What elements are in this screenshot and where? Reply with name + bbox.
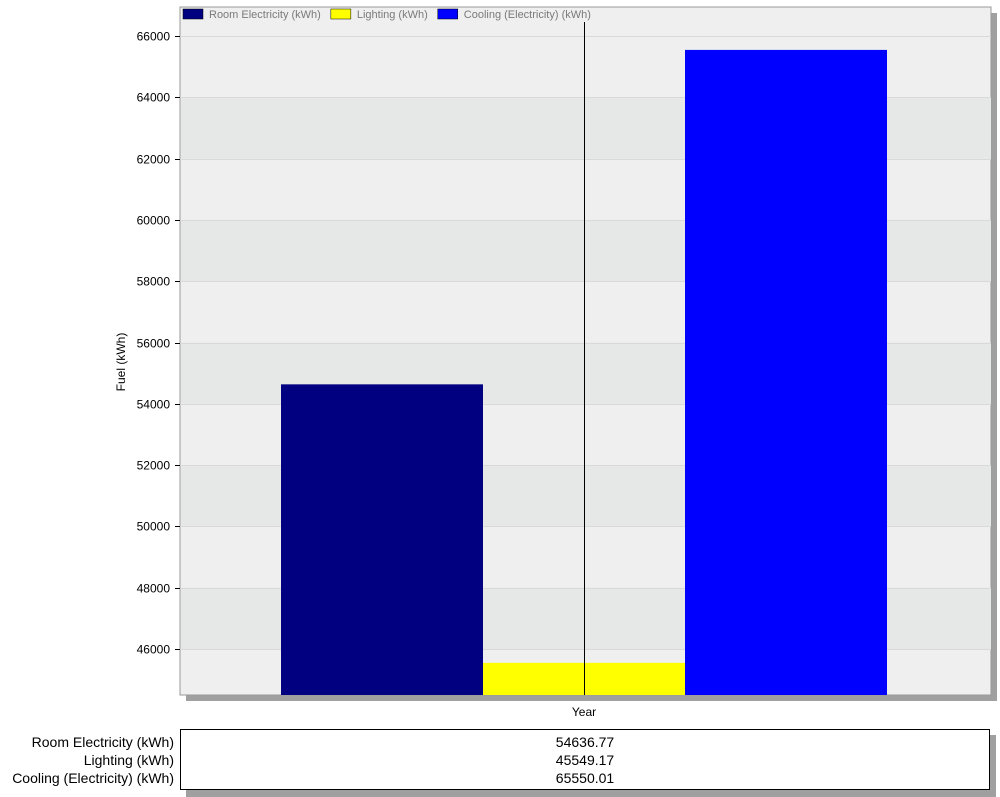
legend[interactable]: Room Electricity (kWh) Lighting (kWh) Cool… — [182, 8, 591, 21]
table-frame — [180, 729, 990, 790]
y-tick-label: 48000 — [137, 582, 171, 596]
bar-1 — [281, 384, 483, 695]
y-axis-label: Fuel (kWh) — [114, 333, 128, 392]
table-row-value: 65550.01 — [555, 770, 615, 786]
table-row-value: 45549.17 — [555, 752, 615, 768]
legend-label: Cooling (Electricity) (kWh) — [464, 9, 591, 21]
legend-swatch — [330, 8, 352, 20]
legend-swatch — [437, 8, 459, 20]
legend-swatch — [182, 8, 204, 20]
y-tick-label: 62000 — [137, 153, 171, 167]
y-tick-label: 60000 — [137, 214, 171, 228]
y-tick-label: 66000 — [137, 30, 171, 44]
y-tick-label: 46000 — [137, 643, 171, 657]
table-row-label: Lighting (kWh) — [83, 752, 174, 768]
y-tick-label: 64000 — [137, 91, 171, 105]
y-axis: 46000 48000 50000 52000 54000 56000 58000 60000… — [137, 30, 180, 657]
x-axis-label: Year — [572, 705, 596, 719]
table-row-label: Room Electricity (kWh) — [31, 734, 174, 750]
legend-label: Room Electricity (kWh) — [209, 9, 321, 21]
bar-chart: 46000 48000 50000 52000 54000 56000 58000 60000… — [114, 6, 997, 719]
y-tick-label: 50000 — [137, 520, 171, 534]
legend-label: Lighting (kWh) — [357, 9, 428, 21]
table-row-value: 54636.77 — [555, 734, 615, 750]
values-table: Room Electricity (kWh) 54636.77 Lighting… — [0, 729, 1000, 797]
y-tick-label: 52000 — [137, 459, 171, 473]
y-tick-label: 54000 — [137, 398, 171, 412]
y-tick-label: 56000 — [137, 337, 171, 351]
table-row-label: Cooling (Electricity) (kWh) — [12, 770, 174, 786]
bar-3 — [685, 49, 887, 695]
y-tick-label: 58000 — [137, 275, 171, 289]
